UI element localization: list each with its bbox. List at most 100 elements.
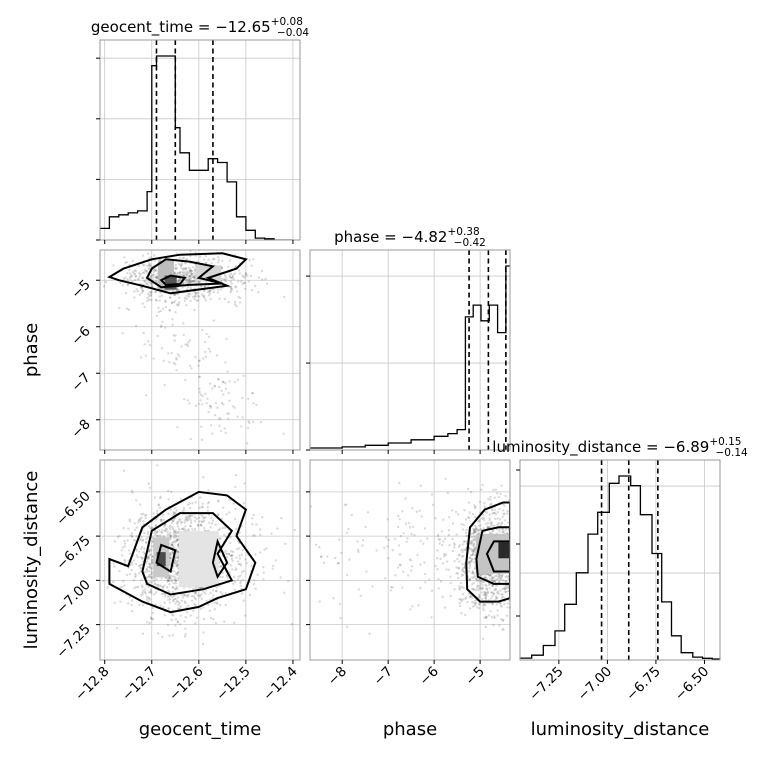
sample-point bbox=[484, 575, 487, 579]
sample-point bbox=[251, 420, 255, 424]
sample-point bbox=[453, 542, 456, 545]
sample-point bbox=[147, 575, 150, 578]
sample-point bbox=[175, 564, 178, 567]
sample-point bbox=[211, 258, 214, 261]
sample-point bbox=[490, 616, 493, 619]
sample-point bbox=[151, 282, 154, 285]
sample-point bbox=[169, 535, 172, 538]
y-tick-label: −6.50 bbox=[53, 488, 94, 529]
sample-point bbox=[176, 520, 180, 523]
sample-point bbox=[150, 282, 153, 286]
sample-point bbox=[169, 553, 172, 556]
sample-point bbox=[176, 288, 179, 292]
sample-point bbox=[461, 569, 464, 572]
sample-point bbox=[156, 530, 159, 534]
sample-point bbox=[487, 497, 490, 501]
sample-point bbox=[175, 600, 179, 603]
sample-point bbox=[210, 522, 214, 525]
sample-point bbox=[207, 410, 210, 414]
sample-point bbox=[131, 270, 135, 274]
sample-point bbox=[145, 394, 148, 397]
sample-point bbox=[498, 507, 501, 511]
sample-point bbox=[471, 583, 474, 586]
sample-point bbox=[178, 602, 181, 605]
sample-point bbox=[468, 570, 471, 573]
sample-point bbox=[149, 343, 152, 347]
sample-point bbox=[226, 370, 229, 373]
sample-point bbox=[495, 595, 498, 598]
sample-point bbox=[177, 279, 181, 282]
sample-point bbox=[439, 557, 442, 560]
sample-point bbox=[492, 592, 495, 595]
sample-point bbox=[135, 549, 138, 552]
sample-point bbox=[233, 517, 237, 521]
sample-point bbox=[223, 620, 226, 623]
sample-point bbox=[284, 542, 287, 545]
sample-point bbox=[502, 513, 505, 516]
sample-point bbox=[147, 340, 150, 343]
sample-point bbox=[200, 285, 203, 289]
sample-point bbox=[423, 581, 427, 584]
sample-point bbox=[207, 603, 210, 607]
sample-point bbox=[152, 270, 156, 274]
sample-point bbox=[104, 280, 108, 284]
sample-point bbox=[479, 582, 482, 586]
sample-point bbox=[186, 271, 189, 274]
sample-point bbox=[228, 276, 232, 279]
sample-point bbox=[171, 590, 175, 594]
sample-point bbox=[494, 588, 497, 591]
sample-point bbox=[183, 271, 187, 274]
sample-point bbox=[144, 592, 147, 595]
sample-point bbox=[229, 554, 232, 558]
sample-point bbox=[458, 588, 461, 591]
sample-point bbox=[118, 570, 121, 573]
sample-point bbox=[484, 596, 488, 599]
sample-point bbox=[235, 556, 238, 559]
sample-point bbox=[221, 575, 224, 579]
sample-point bbox=[185, 267, 188, 270]
sample-point bbox=[464, 613, 467, 617]
sample-point bbox=[185, 515, 188, 519]
sample-point bbox=[213, 601, 216, 604]
sample-point bbox=[491, 577, 494, 581]
sample-point bbox=[113, 565, 116, 568]
sample-point bbox=[468, 577, 471, 581]
sample-point bbox=[270, 532, 273, 535]
sample-point bbox=[407, 521, 411, 525]
sample-point bbox=[472, 549, 476, 552]
sample-point bbox=[502, 618, 505, 622]
sample-point bbox=[144, 562, 148, 565]
sample-point bbox=[456, 572, 459, 575]
sample-point bbox=[214, 523, 217, 526]
sample-point bbox=[215, 601, 218, 604]
sample-point bbox=[196, 291, 199, 294]
sample-point bbox=[113, 601, 116, 604]
sample-point bbox=[391, 549, 394, 552]
sample-point bbox=[458, 597, 461, 601]
sample-point bbox=[488, 573, 491, 577]
sample-point bbox=[440, 530, 444, 533]
sample-point bbox=[149, 598, 152, 601]
sample-point bbox=[164, 593, 167, 596]
sample-point bbox=[174, 579, 177, 582]
sample-point bbox=[140, 579, 143, 582]
sample-point bbox=[212, 618, 215, 621]
sample-point bbox=[217, 514, 220, 517]
sample-point bbox=[161, 307, 165, 310]
sample-point bbox=[159, 519, 163, 522]
sample-point bbox=[233, 300, 237, 304]
sample-point bbox=[151, 618, 155, 621]
sample-point bbox=[202, 519, 206, 522]
sample-point bbox=[141, 254, 145, 257]
sample-point bbox=[172, 361, 175, 365]
sample-point bbox=[446, 560, 449, 563]
sample-point bbox=[221, 380, 225, 384]
sample-point bbox=[139, 547, 142, 551]
sample-point bbox=[475, 527, 478, 531]
sample-point bbox=[474, 575, 477, 578]
sample-point bbox=[506, 586, 510, 589]
sample-point bbox=[469, 578, 472, 581]
sample-point bbox=[263, 548, 266, 551]
sample-point bbox=[348, 558, 351, 561]
sample-point bbox=[176, 525, 180, 528]
